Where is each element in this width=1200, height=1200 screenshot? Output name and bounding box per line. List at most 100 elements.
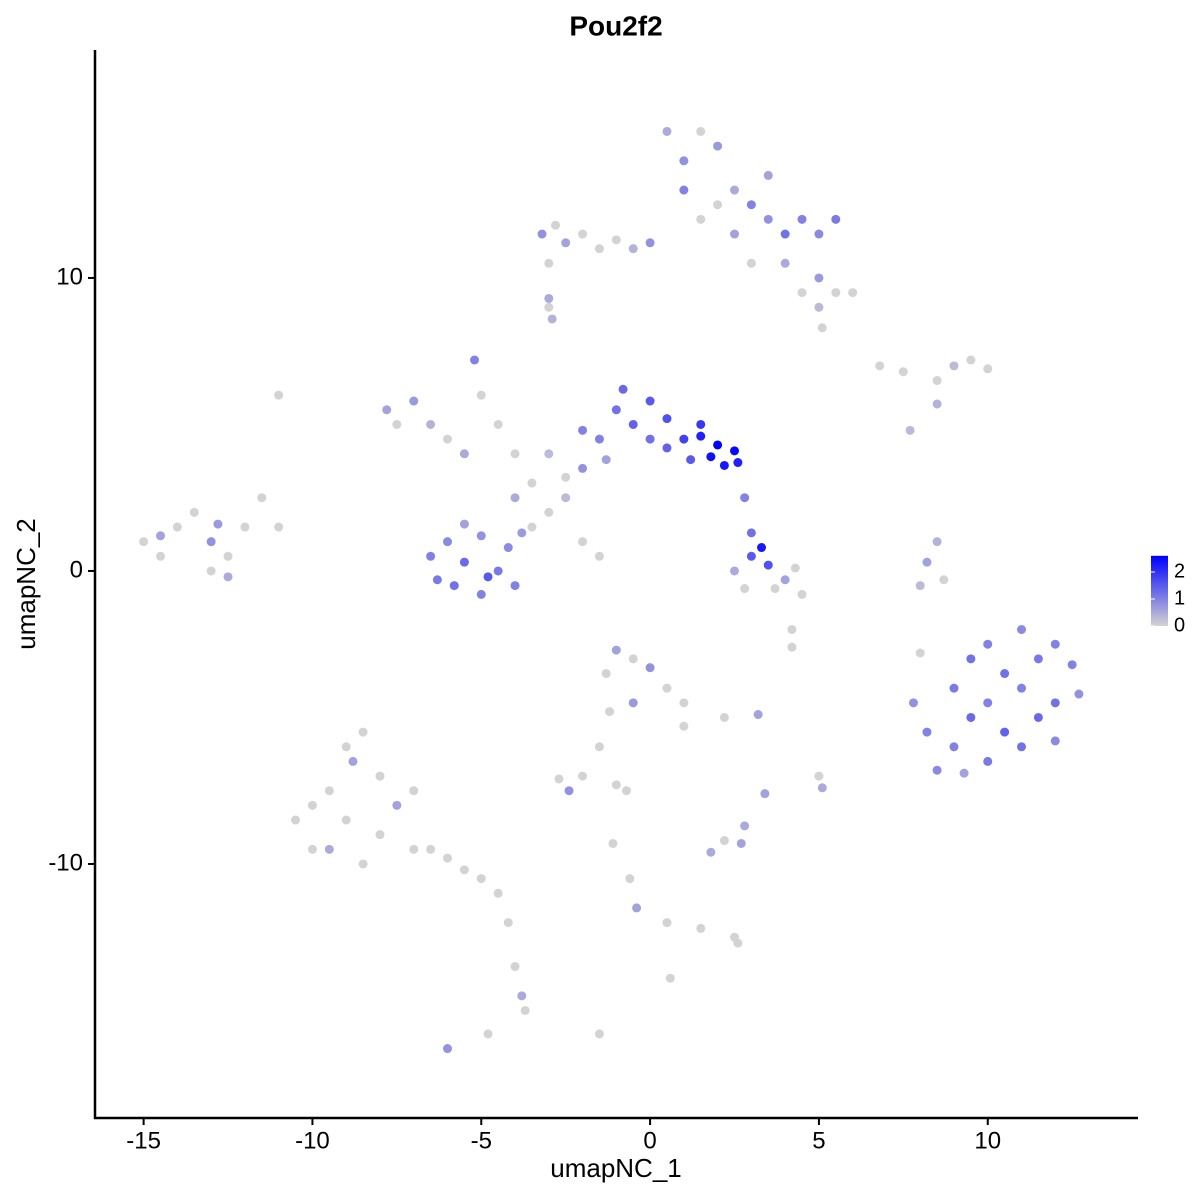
- point: [432, 575, 442, 585]
- point: [223, 551, 233, 561]
- x-tick-label: 5: [812, 1127, 825, 1154]
- point: [274, 390, 284, 400]
- point: [493, 419, 503, 429]
- point: [274, 522, 284, 532]
- point: [510, 962, 520, 972]
- point: [554, 774, 564, 784]
- point: [1067, 660, 1077, 670]
- point: [483, 1029, 493, 1039]
- colorbar-label: 2: [1174, 560, 1185, 582]
- point: [814, 302, 824, 312]
- point: [753, 710, 763, 720]
- point: [561, 472, 571, 482]
- point: [662, 683, 672, 693]
- point: [537, 229, 547, 239]
- point: [544, 507, 554, 517]
- point: [544, 449, 554, 459]
- point: [520, 1005, 530, 1015]
- point: [443, 434, 453, 444]
- point: [730, 446, 740, 456]
- point: [493, 566, 503, 576]
- point: [831, 288, 841, 298]
- point: [358, 859, 368, 869]
- point: [307, 800, 317, 810]
- point: [240, 522, 250, 532]
- point: [358, 727, 368, 737]
- point: [696, 431, 706, 441]
- point: [547, 314, 557, 324]
- point: [459, 557, 469, 567]
- point: [476, 390, 486, 400]
- point: [392, 800, 402, 810]
- point: [983, 364, 993, 374]
- x-tick-label: 0: [643, 1127, 656, 1154]
- x-tick-label: 10: [974, 1127, 1001, 1154]
- point: [341, 815, 351, 825]
- point: [760, 789, 770, 799]
- x-tick-label: -5: [471, 1127, 492, 1154]
- point: [814, 273, 824, 283]
- point: [719, 460, 729, 470]
- x-axis-label: umapNC_1: [550, 1153, 682, 1183]
- colorbar-label: 1: [1174, 587, 1185, 609]
- y-tick-label: 0: [70, 556, 83, 583]
- point: [797, 214, 807, 224]
- point: [561, 238, 571, 248]
- point: [733, 938, 743, 948]
- point: [493, 888, 503, 898]
- chart-title: Pou2f2: [569, 10, 662, 41]
- point: [983, 639, 993, 649]
- point: [601, 669, 611, 679]
- point: [189, 507, 199, 517]
- point: [787, 642, 797, 652]
- point: [206, 537, 216, 547]
- point: [527, 478, 537, 488]
- point: [382, 405, 392, 415]
- point: [503, 543, 513, 553]
- point: [922, 557, 932, 567]
- point: [375, 830, 385, 840]
- point: [426, 844, 436, 854]
- point: [449, 581, 459, 591]
- point: [611, 780, 621, 790]
- point: [1000, 669, 1010, 679]
- point: [932, 765, 942, 775]
- point: [713, 200, 723, 210]
- point: [611, 645, 621, 655]
- point: [949, 683, 959, 693]
- colorbar-label: 0: [1174, 614, 1185, 636]
- point: [831, 214, 841, 224]
- point: [611, 405, 621, 415]
- point: [645, 663, 655, 673]
- point: [578, 425, 588, 435]
- point: [611, 235, 621, 245]
- point: [527, 522, 537, 532]
- point: [662, 918, 672, 928]
- point: [409, 844, 419, 854]
- y-tick-label: 10: [56, 263, 83, 290]
- point: [733, 458, 743, 468]
- point: [922, 727, 932, 737]
- colorbar: [1151, 555, 1168, 626]
- point: [510, 581, 520, 591]
- point: [746, 551, 756, 561]
- point: [679, 185, 689, 195]
- point: [551, 220, 561, 230]
- point: [797, 288, 807, 298]
- point: [605, 707, 615, 717]
- point: [392, 419, 402, 429]
- points: [139, 126, 1084, 1054]
- point: [1017, 683, 1027, 693]
- point: [983, 698, 993, 708]
- point: [578, 229, 588, 239]
- point: [763, 560, 773, 570]
- point: [223, 572, 233, 582]
- point: [409, 786, 419, 796]
- point: [966, 355, 976, 365]
- point: [544, 293, 554, 303]
- point: [730, 229, 740, 239]
- point: [510, 493, 520, 503]
- point: [780, 229, 790, 239]
- point: [139, 537, 149, 547]
